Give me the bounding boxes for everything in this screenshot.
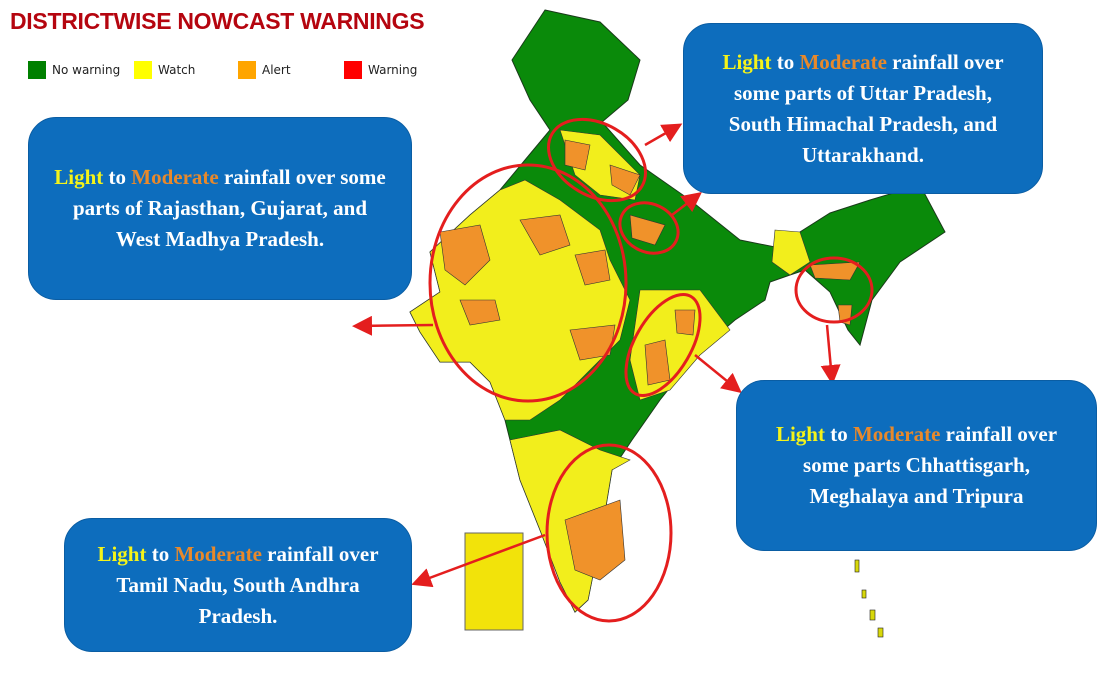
watch-region-northeast (771, 229, 811, 276)
callout-uttar-pradesh: Light to Moderate rainfall over some par… (683, 23, 1043, 194)
legend-label: Warning (368, 63, 418, 77)
legend-swatch-green (28, 61, 46, 79)
callout-text: Light to Moderate rainfall over Tamil Na… (97, 541, 379, 628)
legend-swatch-yellow (134, 61, 152, 79)
legend: No warning Watch Alert Warning (28, 61, 450, 79)
highlight-rings (428, 117, 874, 623)
pointer-arrows (352, 123, 841, 588)
callout-text: Light to Moderate rainfall over some par… (722, 49, 1004, 167)
alert-districts (439, 139, 861, 581)
legend-item-watch: Watch (134, 61, 238, 79)
legend-swatch-red (344, 61, 362, 79)
callout-text: Light to Moderate rainfall over some par… (775, 422, 1058, 508)
legend-label: No warning (52, 63, 121, 77)
lakshadweep-inset (464, 532, 524, 631)
legend-label: Watch (158, 63, 196, 77)
legend-swatch-orange (238, 61, 256, 79)
legend-label: Alert (262, 63, 291, 77)
legend-item-alert: Alert (238, 61, 344, 79)
callout-text: Light to Moderate rainfall over some par… (54, 165, 386, 251)
callout-tamil-nadu: Light to Moderate rainfall over Tamil Na… (64, 518, 412, 652)
legend-item-no-warning: No warning (28, 61, 134, 79)
callout-chhattisgarh: Light to Moderate rainfall over some par… (736, 380, 1097, 551)
andaman-islands (854, 559, 884, 638)
callout-rajasthan-gujarat: Light to Moderate rainfall over some par… (28, 117, 412, 300)
legend-item-warning: Warning (344, 61, 450, 79)
page-title: DISTRICTWISE NOWCAST WARNINGS (10, 8, 425, 34)
